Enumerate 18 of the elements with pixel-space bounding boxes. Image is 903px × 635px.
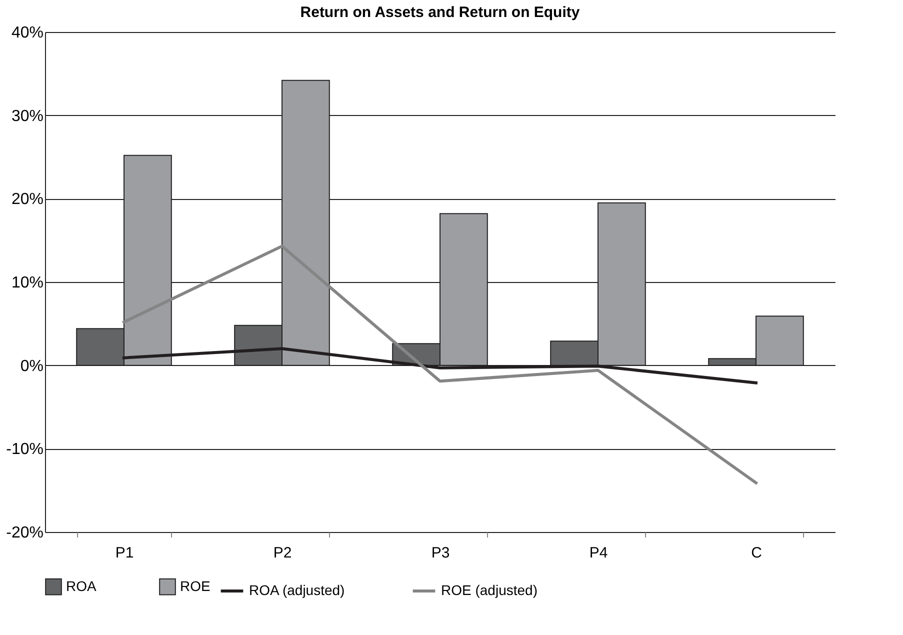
y-tick-label: -20% — [6, 524, 44, 542]
line-series — [122, 244, 758, 484]
legend-label: ROA (adjusted) — [249, 582, 345, 598]
y-tick-label: 30% — [11, 108, 44, 125]
x-tick-label: P4 — [589, 544, 608, 562]
x-tick-label: P1 — [115, 544, 134, 562]
y-tick-label: 20% — [11, 191, 44, 208]
y-tick-label: 10% — [11, 274, 44, 292]
legend-label: ROE — [180, 578, 210, 594]
y-tick-label: 40% — [11, 24, 44, 42]
chart-title: Return on Assets and Return on Equity — [300, 4, 580, 21]
legend-label: ROE (adjusted) — [441, 582, 538, 598]
y-tick-label: 0% — [20, 358, 44, 375]
x-tick-label: C — [751, 544, 762, 562]
x-tick-label: P3 — [431, 544, 450, 562]
y-tick-label: -10% — [6, 441, 44, 458]
legend-label: ROA — [66, 578, 97, 594]
x-tick-label: P2 — [273, 544, 292, 562]
